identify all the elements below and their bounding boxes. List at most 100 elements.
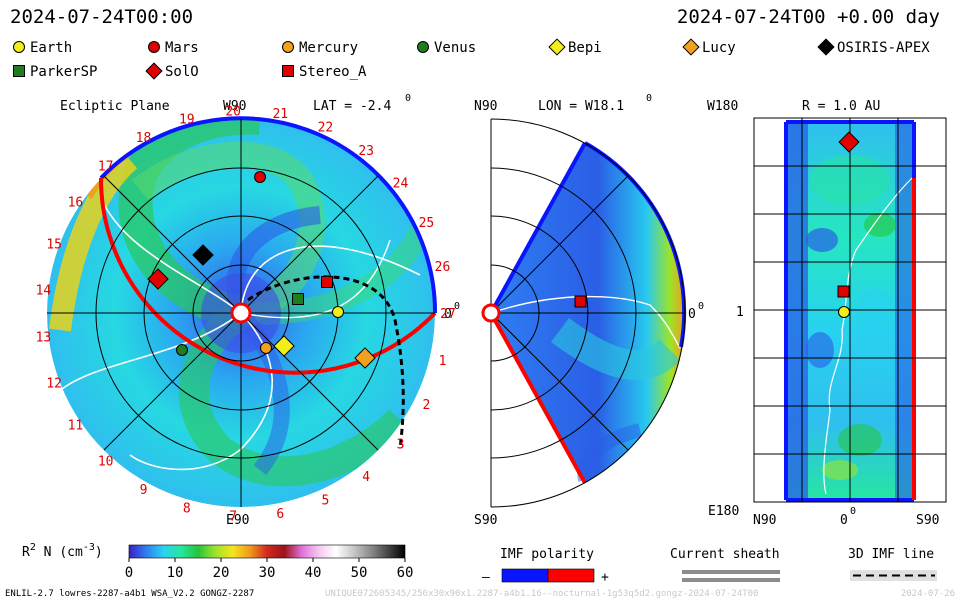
imf-plus: + [601, 570, 609, 585]
solo-marker-synoptic [838, 131, 860, 153]
colorbar-ticks: 0 10 20 30 40 50 60 [125, 558, 414, 581]
r-label: R = 1.0 AU [802, 99, 880, 114]
current-sheath-line-1 [682, 570, 780, 574]
synoptic-grid [753, 117, 947, 503]
carrington-label: 13 [36, 331, 52, 346]
sun-icon [230, 302, 252, 324]
parkersp-legend-icon [13, 65, 25, 77]
carrington-label: 10 [98, 455, 114, 470]
legend-venus: Venus [434, 40, 476, 56]
meridional-zero-degree: 0 [698, 301, 704, 312]
bepi-legend-icon [548, 38, 566, 56]
ecliptic-rim-negative [99, 116, 438, 314]
meridional-grid [490, 118, 686, 508]
legend-parkersp: ParkerSP [30, 64, 97, 80]
colorbar-tick: 50 [351, 565, 368, 581]
x-right-label: S90 [916, 513, 939, 528]
solo-legend-icon [145, 62, 163, 80]
earth-marker [332, 306, 344, 318]
carrington-label: 6 [276, 507, 284, 522]
imf-polarity-legend: IMF polarity – + [482, 547, 609, 585]
current-sheath-legend: Current sheath [670, 547, 780, 582]
mars-marker [254, 171, 266, 183]
ecliptic-title: Ecliptic Plane [60, 99, 170, 114]
legend-bepi: Bepi [568, 40, 602, 56]
earth-marker-synoptic [838, 306, 850, 318]
carrington-label: 18 [136, 131, 152, 146]
carrington-label: 12 [46, 376, 62, 391]
carrington-label: 11 [68, 419, 84, 434]
meridional-plane-panel: N90 LON = W18.1 0 0 0 S90 [474, 93, 704, 528]
legend-mercury: Mercury [299, 40, 358, 56]
venus-marker [176, 344, 188, 356]
synoptic-panel: W180 R = 1.0 AU [707, 99, 947, 528]
carrington-label: 2 [422, 398, 430, 413]
colorbar-tick: 10 [167, 565, 184, 581]
legend-mars: Mars [165, 40, 199, 56]
legend-solo: SolO [165, 64, 199, 80]
mars-legend-icon [148, 41, 160, 53]
e90-label: E90 [226, 513, 249, 528]
carrington-label: 1 [439, 354, 447, 369]
colorbar-tick: 60 [397, 565, 414, 581]
osiris-apex-marker [192, 244, 214, 266]
footer-date: 2024-07-26 [901, 589, 955, 599]
x-mid-label: 0 [840, 513, 848, 528]
stereo-a-legend-icon [282, 65, 294, 77]
current-sheath-line-2 [682, 578, 780, 582]
mid-left-label: 1 [736, 305, 744, 320]
carrington-label: 9 [140, 483, 148, 498]
colorbar-tick: 20 [213, 565, 230, 581]
carrington-label: 15 [46, 238, 62, 253]
colorbar-tick: 40 [305, 565, 322, 581]
carrington-label: 17 [98, 159, 114, 174]
lat-degree: 0 [405, 93, 411, 104]
legend-osiris-apex: OSIRIS-APEX [837, 40, 930, 56]
earth-legend-icon [13, 41, 25, 53]
carrington-label: 8 [183, 502, 191, 517]
lat-label: LAT = -2.4 [313, 99, 391, 114]
carrington-label: 23 [358, 144, 374, 159]
carrington-label: 27 [440, 307, 456, 322]
osiris-apex-legend-icon [817, 38, 835, 56]
mercury-legend-icon [282, 41, 294, 53]
carrington-label: 24 [393, 177, 409, 192]
bepi-marker [273, 335, 295, 357]
carrington-label: 4 [362, 470, 370, 485]
carrington-label: 20 [225, 104, 241, 119]
imf-line-title: 3D IMF line [848, 547, 934, 562]
stereo-a-marker-synoptic [837, 285, 850, 298]
x-mid-degree: 0 [850, 506, 856, 517]
sun-icon-meridional [481, 303, 501, 323]
carrington-label: 25 [419, 216, 435, 231]
venus-legend-icon [417, 41, 429, 53]
meridional-zero-label: 0 [688, 307, 696, 322]
carrington-label: 5 [321, 493, 329, 508]
left-time: 2024-07-24T00:00 [10, 6, 193, 28]
legend-earth: Earth [30, 40, 72, 56]
w180-label: W180 [707, 99, 738, 114]
colorbar: R2 N (cm-3) 0 10 20 30 40 50 60 [22, 542, 413, 581]
ecliptic-bodies [147, 171, 376, 369]
lon-label: LON = W18.1 [538, 99, 624, 114]
stereo-a-marker [321, 276, 333, 288]
imf-positive-swatch [547, 568, 595, 583]
carrington-label: 7 [229, 510, 237, 525]
n90-label: N90 [474, 99, 497, 114]
legend: Earth Mars Mercury Venus Bepi Lucy OSIRIS-APEX… [13, 38, 930, 80]
legend-lucy: Lucy [702, 40, 736, 56]
run-id-label: UNIQUE072605345/256x30x90x1.2287-a4b1.16… [325, 589, 758, 599]
imf-line-legend: 3D IMF line [848, 547, 937, 581]
imf-negative-swatch [501, 568, 549, 583]
carrington-label: 26 [435, 260, 451, 275]
orbit-ticks [143, 215, 242, 314]
s90-label: S90 [474, 513, 497, 528]
imf-minus: – [482, 570, 490, 585]
w90-label: W90 [223, 99, 246, 114]
solo-marker [147, 268, 169, 290]
lucy-marker [354, 347, 376, 369]
ecliptic-plane-panel: Ecliptic Plane W90 LAT = -2.4 0 [36, 93, 460, 528]
x-left-label: N90 [753, 513, 776, 528]
e180-label: E180 [708, 504, 739, 519]
